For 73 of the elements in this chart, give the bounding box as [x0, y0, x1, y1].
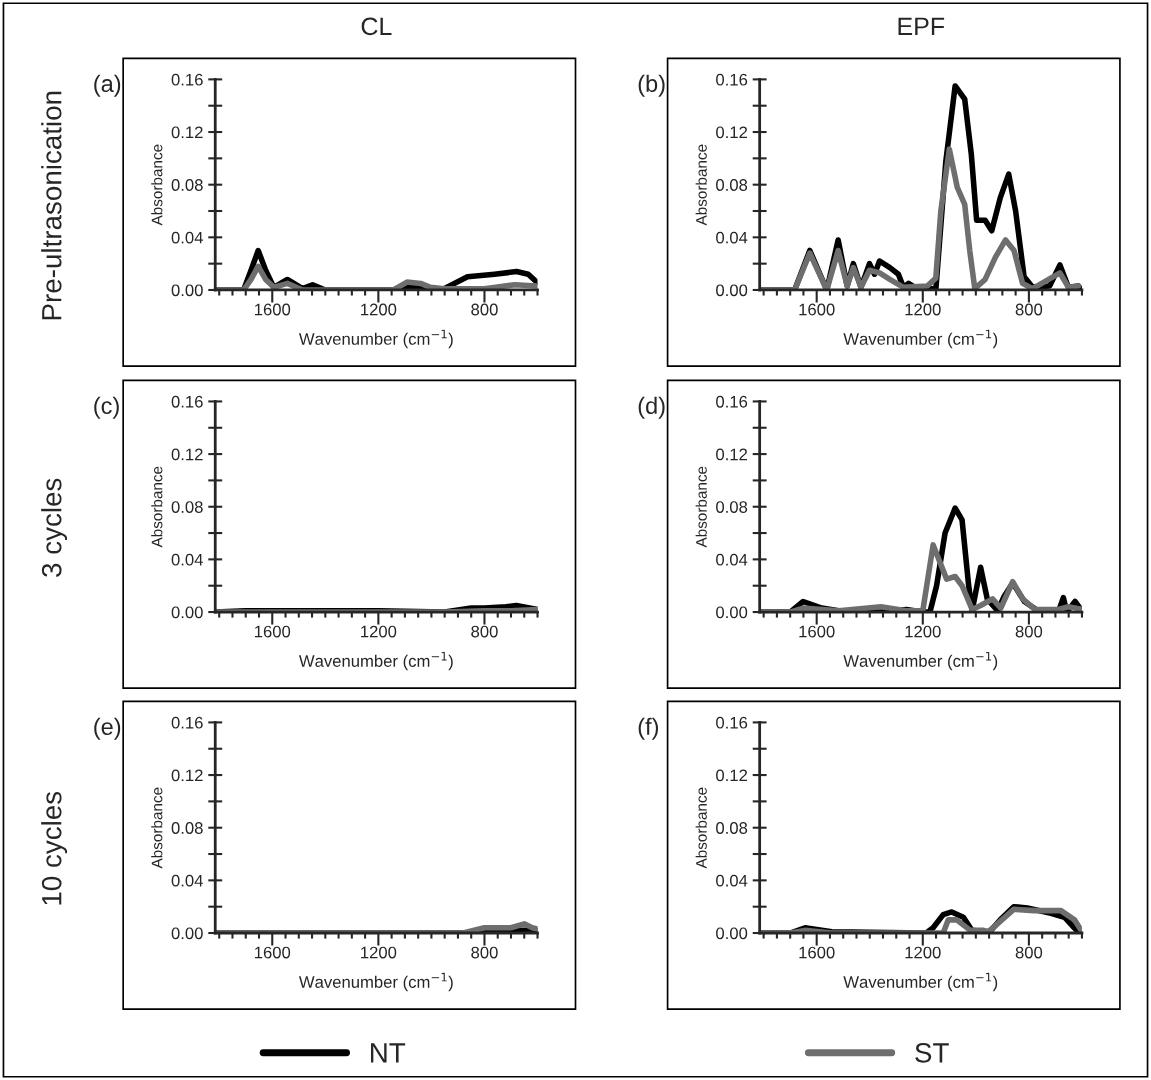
y-tick-label: 0.16 [171, 395, 203, 408]
y-tick-label: 0.00 [171, 606, 203, 619]
y-tick-label: 0.04 [171, 874, 203, 887]
x-tick-label: 1200 [361, 303, 397, 316]
y-axis-title: Absorbance [695, 144, 707, 226]
y-tick-label: 0.04 [716, 874, 748, 887]
y-tick-label: 0.00 [171, 927, 203, 940]
text: (f) [638, 717, 659, 740]
x-axis-title: Wavenumber (cm$^{−1}$) [298, 329, 453, 349]
y-tick-label: 0.00 [171, 284, 203, 297]
y-tick-label: 0.12 [171, 126, 203, 139]
x-axis-title: Wavenumber (cm$^{−1}$) [843, 972, 998, 992]
y-tick-label: 0.08 [716, 822, 748, 834]
y-axis-title: Absorbance [151, 787, 163, 869]
y-tick-label: 0.04 [171, 553, 203, 566]
y-tick-label: 0.16 [716, 716, 748, 729]
legend-label: ST [915, 1042, 949, 1063]
y-axis-title: Absorbance [151, 466, 163, 548]
text: (a) [94, 74, 121, 97]
chart-title: EPF [898, 17, 945, 35]
x-tick-label: 800 [1015, 946, 1043, 959]
y-axis-title: Absorbance [695, 466, 707, 548]
y-tick-label: 0.12 [716, 126, 748, 139]
y-axis-title: Absorbance [695, 787, 707, 869]
x-tick-label: 1200 [361, 625, 397, 638]
y-tick-label: 0.12 [716, 769, 748, 782]
x-tick-label: 800 [471, 946, 498, 959]
x-tick-label: 800 [471, 625, 498, 638]
text: (c) [94, 396, 119, 419]
text: 3 cycles [41, 478, 68, 577]
chart-title: CL [361, 17, 392, 36]
text: (e) [94, 717, 121, 740]
y-tick-label: 0.12 [716, 448, 748, 461]
y-tick-label: 0.12 [171, 448, 203, 461]
x-tick-label: 1200 [905, 946, 941, 959]
x-tick-label: 1600 [255, 625, 291, 638]
y-tick-label: 0.16 [171, 716, 203, 729]
x-tick-label: 800 [471, 303, 498, 316]
y-tick-label: 0.00 [716, 606, 748, 619]
text: (b) [638, 74, 665, 97]
y-tick-label: 0.16 [716, 395, 748, 408]
y-tick-label: 0.04 [171, 231, 203, 244]
x-axis-title: Wavenumber (cm$^{−1}$) [843, 651, 998, 671]
x-tick-label: 800 [1015, 625, 1043, 638]
x-tick-label: 1600 [799, 625, 835, 638]
x-tick-label: 1600 [799, 303, 835, 316]
x-tick-label: 800 [1015, 303, 1043, 316]
y-tick-label: 0.00 [716, 284, 748, 297]
y-tick-label: 0.08 [716, 501, 748, 513]
y-tick-label: 0.04 [716, 553, 748, 566]
x-tick-label: 1600 [799, 946, 835, 959]
y-tick-label: 0.08 [171, 501, 203, 513]
text: 10 cycles [41, 791, 68, 905]
y-tick-label: 0.08 [171, 822, 203, 834]
text: (d) [638, 396, 665, 419]
x-tick-label: 1200 [361, 946, 397, 959]
y-tick-label: 0.08 [171, 179, 203, 191]
y-tick-label: 0.12 [171, 769, 203, 782]
y-tick-label: 0.16 [716, 73, 748, 86]
x-tick-label: 1200 [905, 303, 941, 316]
x-tick-label: 1600 [255, 303, 291, 316]
text: Pre-ultrasonication [41, 91, 62, 320]
y-tick-label: 0.04 [716, 231, 748, 244]
y-tick-label: 0.00 [716, 927, 748, 940]
x-axis-title: Wavenumber (cm$^{−1}$) [298, 651, 453, 671]
x-axis-title: Wavenumber (cm$^{−1}$) [843, 329, 998, 349]
legend-label: NT [371, 1043, 406, 1063]
y-tick-label: 0.16 [171, 73, 203, 86]
x-tick-label: 1600 [255, 946, 291, 959]
y-axis-title: Absorbance [151, 144, 163, 226]
x-tick-label: 1200 [905, 625, 941, 638]
x-axis-title: Wavenumber (cm$^{−1}$) [298, 972, 453, 992]
y-tick-label: 0.08 [716, 179, 748, 191]
